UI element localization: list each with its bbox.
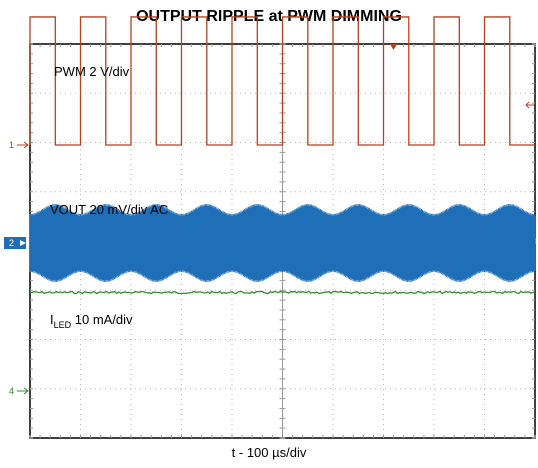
pwm-trace-label: PWM 2 V/div — [54, 64, 130, 79]
iled-label-rest: 10 mA/div — [71, 312, 133, 327]
channel-4-marker-label: 4 — [9, 386, 14, 396]
trace-labels: PWM 2 V/div VOUT 20 mV/div AC ILED 10 mA… — [50, 64, 168, 330]
iled-trace-label: ILED 10 mA/div — [50, 312, 133, 330]
trigger-position-marker — [390, 44, 397, 50]
iled-label-main: I — [50, 312, 54, 327]
chart-title: OUTPUT RIPPLE at PWM DIMMING — [136, 8, 402, 25]
channel-2-marker-arrow — [20, 240, 26, 246]
channel-4-marker: 4 — [9, 386, 29, 396]
traces — [29, 16, 536, 295]
channel-2-marker-label: 2 — [9, 238, 14, 248]
channel-1-marker-arrow — [17, 141, 29, 149]
vout-trace-label: VOUT 20 mV/div AC — [50, 202, 168, 217]
channel-markers: 1 2 4 — [4, 44, 534, 396]
channel-1-marker: 1 — [9, 140, 29, 150]
iled-label-sub: LED — [54, 320, 72, 330]
iled-trace — [29, 290, 536, 295]
trigger-level-marker — [525, 101, 534, 109]
channel-2-marker-box — [4, 237, 26, 249]
x-axis-label: t - 100 µs/div — [231, 445, 307, 460]
channel-2-marker: 2 — [4, 237, 26, 249]
channel-4-marker-arrow — [17, 387, 29, 395]
pwm-trace — [29, 16, 535, 146]
vout-ripple-fringe — [29, 204, 535, 282]
channel-1-marker-label: 1 — [9, 140, 14, 150]
